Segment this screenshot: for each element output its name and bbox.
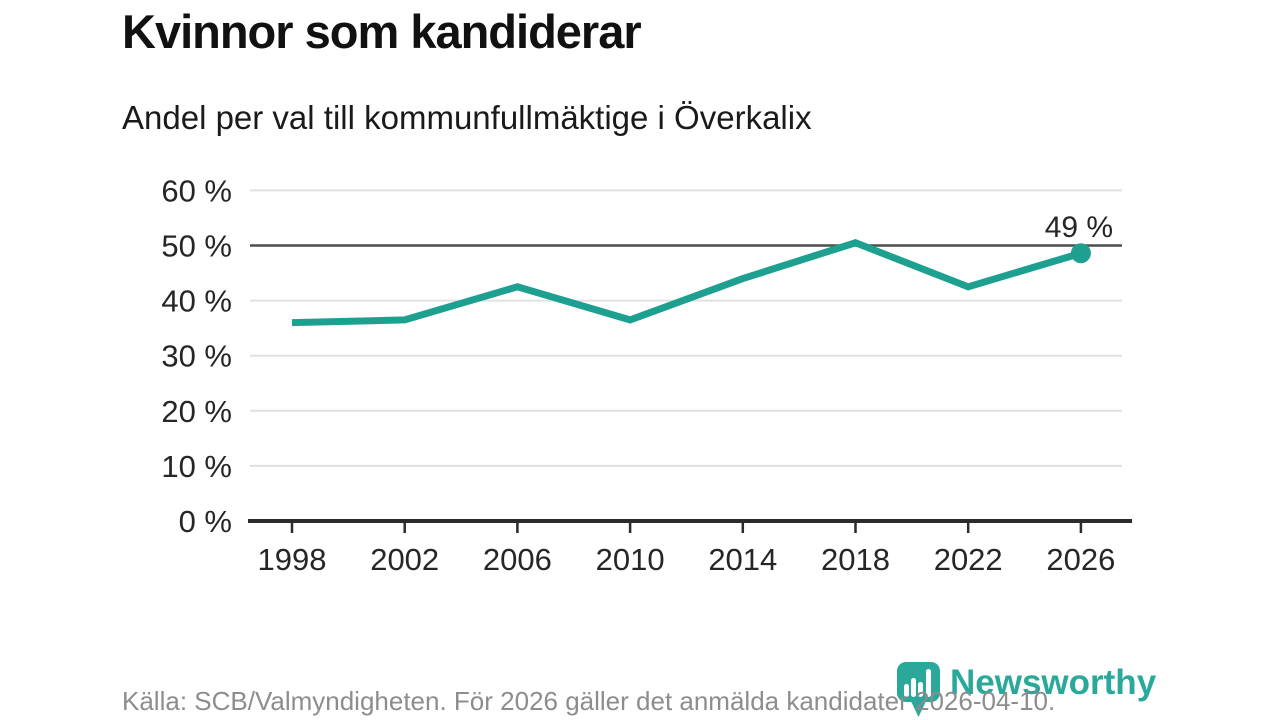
y-axis-tick-label: 20 % bbox=[161, 394, 232, 429]
newsworthy-badge-icon bbox=[897, 662, 940, 717]
end-point-marker bbox=[1070, 243, 1091, 264]
chart-subtitle: Andel per val till kommunfullmäktige i Ö… bbox=[122, 99, 812, 136]
y-axis-tick-label: 60 % bbox=[161, 173, 232, 208]
x-axis-tick-label: 2006 bbox=[483, 542, 552, 577]
x-axis-tick-label: 2002 bbox=[370, 542, 439, 577]
x-axis-tick-label: 2014 bbox=[708, 542, 777, 577]
x-axis-tick-label: 2018 bbox=[821, 542, 890, 577]
x-axis-tick-label: 2022 bbox=[934, 542, 1003, 577]
newsworthy-logo: Newsworthy bbox=[896, 661, 1156, 719]
x-axis-tick-label: 2010 bbox=[596, 542, 665, 577]
y-axis-tick-label: 10 % bbox=[161, 449, 232, 484]
y-axis-tick-label: 0 % bbox=[179, 504, 232, 539]
end-point-label: 49 % bbox=[1045, 211, 1113, 244]
x-axis-tick-label: 2026 bbox=[1046, 542, 1115, 577]
y-axis-tick-label: 40 % bbox=[161, 284, 232, 319]
y-axis-tick-label: 30 % bbox=[161, 339, 232, 374]
chart-title: Kvinnor som kandiderar bbox=[122, 5, 642, 58]
y-axis-tick-label: 50 % bbox=[161, 229, 232, 264]
x-axis-tick-label: 1998 bbox=[258, 542, 327, 577]
source-note: Källa: SCB/Valmyndigheten. För 2026 gäll… bbox=[122, 686, 1056, 716]
line-chart: 0 % 10 % 20 % 30 % 40 % 50 % 60 % 1998 2002 2006 2… bbox=[161, 173, 1132, 577]
data-line bbox=[291, 239, 1082, 327]
newsworthy-wordmark: Newsworthy bbox=[950, 663, 1157, 702]
